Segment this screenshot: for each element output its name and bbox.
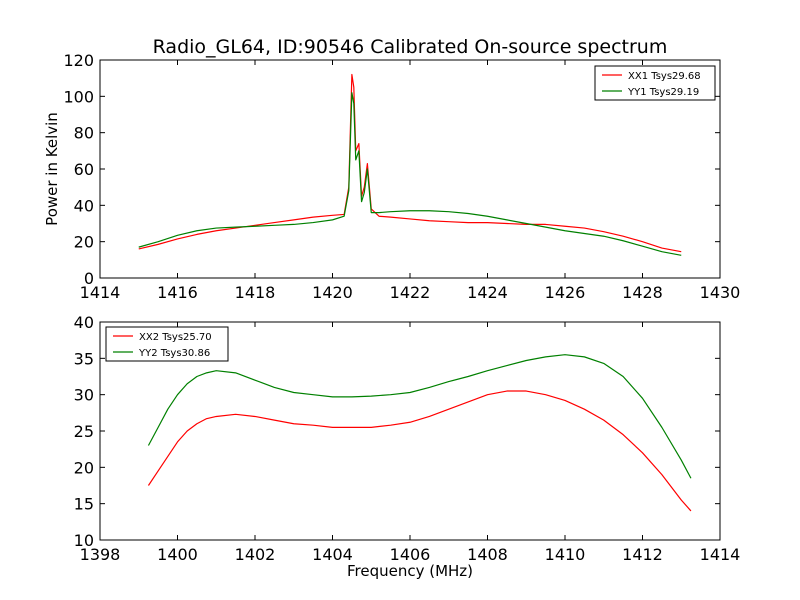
x-tick-label: 1398 [80, 545, 121, 564]
x-tick-label: 1404 [312, 545, 353, 564]
legend-label: YY1 Tsys29.19 [627, 87, 699, 98]
y-tick-label: 80 [74, 124, 94, 143]
legend-label: XX1 Tsys29.68 [628, 71, 701, 82]
x-tick-label: 1422 [390, 283, 431, 302]
y-tick-label: 25 [74, 422, 94, 441]
x-tick-label: 1408 [467, 545, 508, 564]
x-tick-label: 1426 [545, 283, 586, 302]
x-tick-label: 1414 [700, 545, 741, 564]
y-tick-label: 30 [74, 386, 94, 405]
x-tick-label: 1412 [622, 545, 663, 564]
chart-title: Radio_GL64, ID:90546 Calibrated On-sourc… [153, 36, 668, 58]
y-tick-label: 20 [74, 458, 94, 477]
x-axis-label: Frequency (MHz) [347, 562, 473, 580]
x-tick-label: 1402 [235, 545, 276, 564]
y-tick-label: 35 [74, 349, 94, 368]
series-line-2-2 [147, 354, 692, 479]
y-tick-label: 100 [63, 87, 94, 106]
x-tick-label: 1430 [700, 283, 741, 302]
y-tick-label: 40 [74, 313, 94, 332]
y-tick-label: 0 [84, 269, 94, 288]
legend-box-1 [594, 65, 716, 101]
y-tick-label: 15 [74, 495, 94, 514]
y-tick-label: 40 [74, 196, 94, 215]
x-tick-label: 1400 [157, 545, 198, 564]
y-tick-label: 20 [74, 233, 94, 252]
x-tick-label: 1424 [467, 283, 508, 302]
x-tick-label: 1406 [390, 545, 431, 564]
x-tick-label: 1428 [622, 283, 663, 302]
series-line-1-2 [138, 92, 682, 256]
x-tick-label: 1420 [312, 283, 353, 302]
x-tick-label: 1410 [545, 545, 586, 564]
legend-label: YY2 Tsys30.86 [138, 348, 210, 359]
x-tick-label: 1416 [157, 283, 198, 302]
x-tick-label: 1414 [80, 283, 121, 302]
legend-label: XX2 Tsys25.70 [139, 332, 212, 343]
series-line-1-1 [138, 73, 682, 253]
y-tick-label: 120 [63, 51, 94, 70]
legend-box-2 [105, 326, 229, 362]
y-tick-label: 10 [74, 531, 94, 550]
series-line-2-1 [147, 390, 692, 512]
x-tick-label: 1418 [235, 283, 276, 302]
y-tick-label: 60 [74, 160, 94, 179]
y-axis-label: Power in Kelvin [43, 112, 61, 226]
